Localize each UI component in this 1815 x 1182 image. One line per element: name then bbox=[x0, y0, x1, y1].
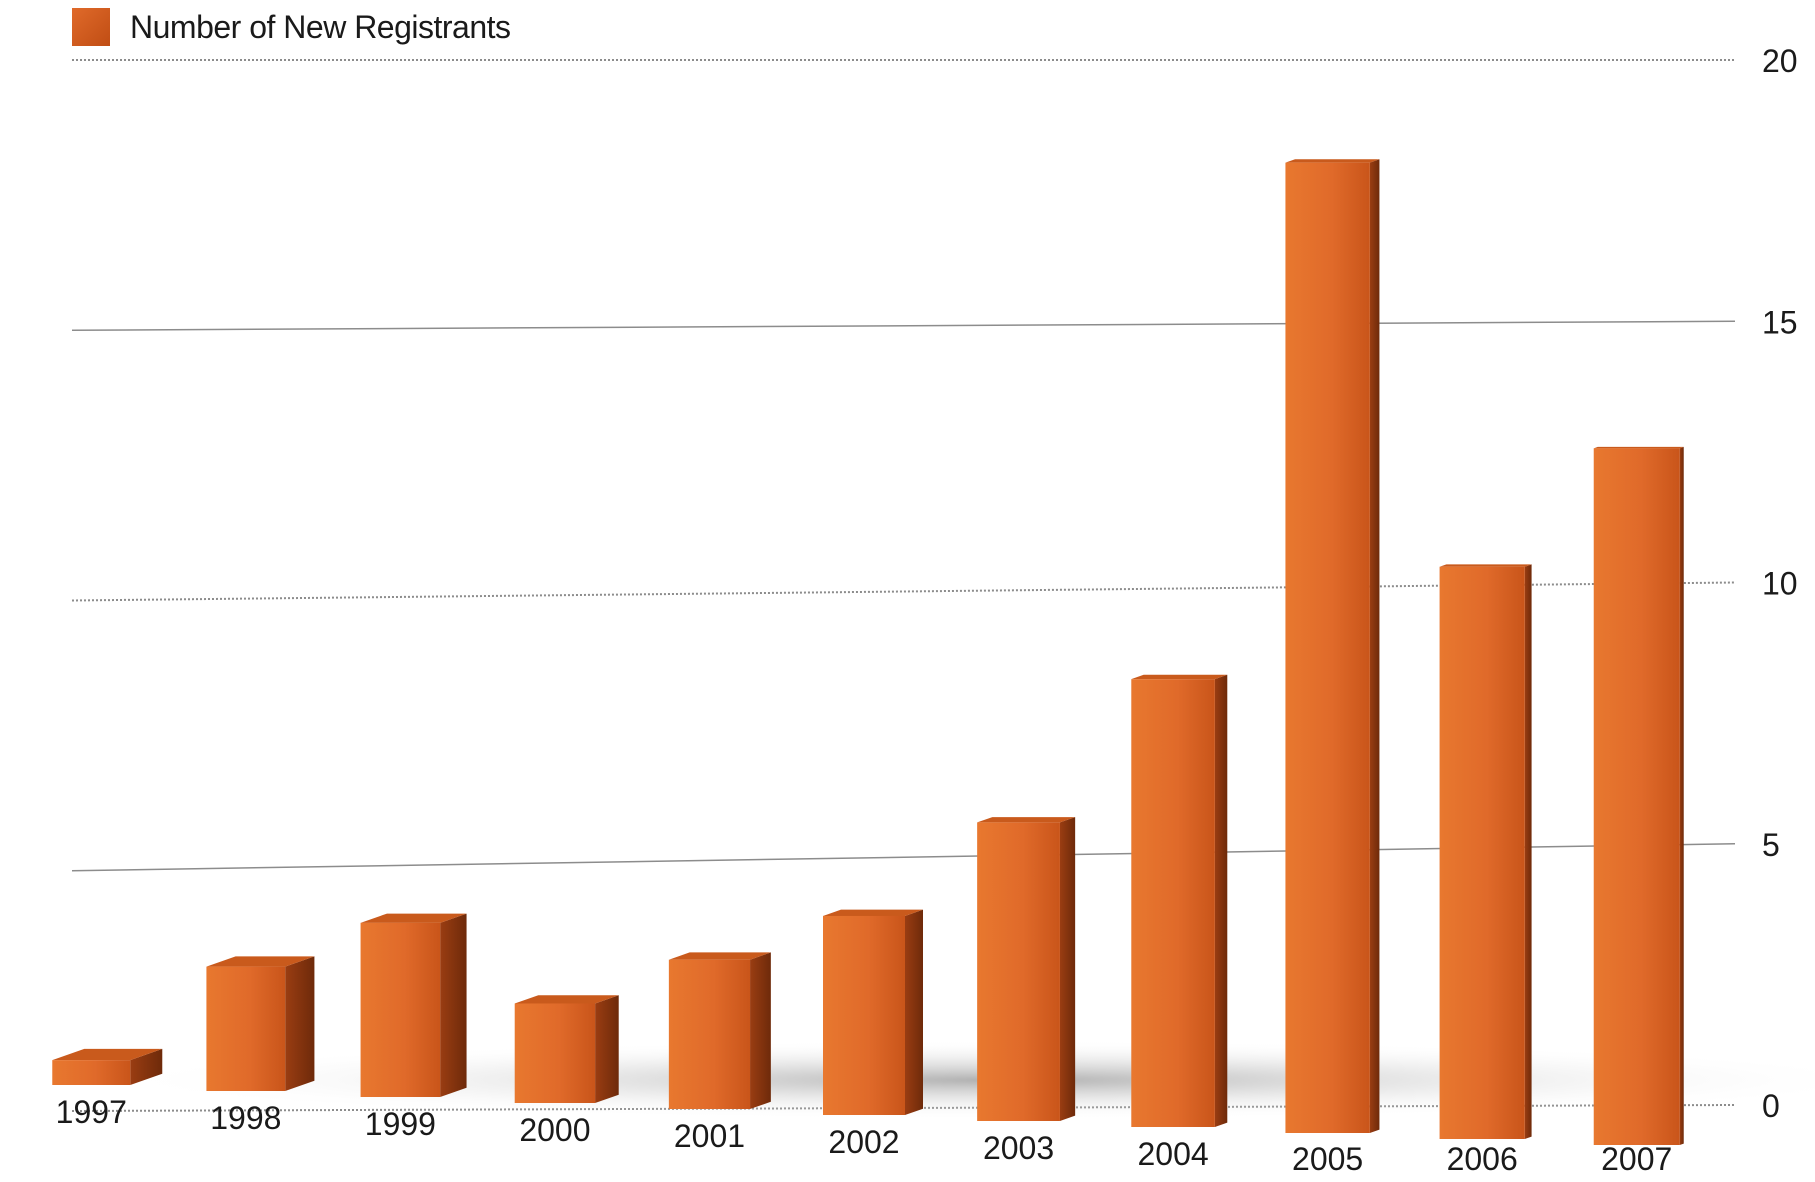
bar-top bbox=[823, 909, 923, 916]
bar-side bbox=[750, 952, 771, 1109]
x-tick-label: 2004 bbox=[1137, 1136, 1208, 1172]
bar bbox=[360, 913, 467, 1097]
gridline bbox=[71, 320, 1736, 331]
bar-top bbox=[1593, 446, 1684, 449]
x-tick-label: 2007 bbox=[1601, 1141, 1672, 1177]
bar-front bbox=[1593, 448, 1680, 1145]
bar-side bbox=[1059, 817, 1076, 1121]
legend: Number of New Registrants bbox=[72, 8, 511, 46]
x-tick-label: 2001 bbox=[674, 1118, 745, 1154]
bar-front bbox=[668, 959, 751, 1109]
bar bbox=[668, 952, 771, 1109]
bar-top bbox=[1131, 674, 1228, 680]
y-tick-label: 15 bbox=[1762, 304, 1798, 340]
floor-shadow bbox=[100, 1040, 1815, 1120]
bar-front bbox=[514, 1003, 596, 1103]
x-tick-label: 1997 bbox=[56, 1094, 127, 1130]
y-tick-label: 0 bbox=[1762, 1088, 1780, 1124]
bar-side bbox=[1679, 446, 1684, 1145]
y-tick-label: 20 bbox=[1762, 43, 1798, 79]
x-tick-label: 2002 bbox=[828, 1124, 899, 1160]
bar-top bbox=[1439, 564, 1532, 567]
x-tick-label: 2000 bbox=[519, 1112, 590, 1148]
bar-front bbox=[977, 822, 1060, 1121]
bar-front bbox=[360, 922, 441, 1097]
bar-front bbox=[1439, 566, 1525, 1139]
bar-side bbox=[130, 1048, 163, 1085]
legend-label: Number of New Registrants bbox=[130, 8, 511, 45]
bar bbox=[977, 817, 1076, 1121]
y-tick-label: 5 bbox=[1762, 827, 1780, 863]
bar bbox=[1593, 446, 1684, 1145]
bar bbox=[52, 1048, 163, 1085]
bar-front bbox=[1131, 679, 1215, 1127]
bar-top bbox=[977, 817, 1076, 823]
bar-front bbox=[206, 966, 286, 1091]
bar-side bbox=[440, 913, 467, 1097]
bar-side bbox=[595, 995, 619, 1103]
x-tick-label: 2005 bbox=[1292, 1141, 1363, 1177]
bar-top bbox=[52, 1048, 163, 1061]
bar bbox=[823, 909, 923, 1115]
y-axis-labels: 0 5 10 15 20 bbox=[1762, 43, 1798, 1124]
bar-front bbox=[1285, 162, 1370, 1134]
bar-side bbox=[1369, 159, 1380, 1134]
floor-shadow-ellipse bbox=[100, 1040, 1815, 1120]
bar-top bbox=[360, 913, 467, 923]
y-tick-label: 10 bbox=[1762, 566, 1798, 602]
bar-top bbox=[1285, 159, 1380, 163]
bar bbox=[514, 995, 619, 1103]
bar-top bbox=[206, 956, 315, 967]
bar-front bbox=[823, 915, 905, 1115]
bar-side bbox=[905, 909, 923, 1115]
x-tick-label: 1999 bbox=[365, 1106, 436, 1142]
bar bbox=[1131, 674, 1228, 1127]
bar bbox=[1439, 564, 1532, 1139]
bars bbox=[52, 159, 1684, 1145]
legend-swatch bbox=[72, 8, 110, 46]
bar-top bbox=[668, 952, 771, 960]
bar-side bbox=[1524, 564, 1532, 1139]
bar bbox=[1285, 159, 1380, 1134]
x-axis-labels: 1997 1998 1999 2000 2001 2002 2003 2004 2005 2006… bbox=[56, 1094, 1673, 1177]
bar-side bbox=[1214, 674, 1228, 1127]
bar-top bbox=[514, 995, 619, 1004]
bar bbox=[206, 956, 315, 1091]
x-tick-label: 1998 bbox=[210, 1100, 281, 1136]
x-tick-label: 2006 bbox=[1447, 1141, 1518, 1177]
bar-front bbox=[52, 1060, 131, 1085]
bar-side bbox=[285, 956, 315, 1091]
x-tick-label: 2003 bbox=[983, 1130, 1054, 1166]
